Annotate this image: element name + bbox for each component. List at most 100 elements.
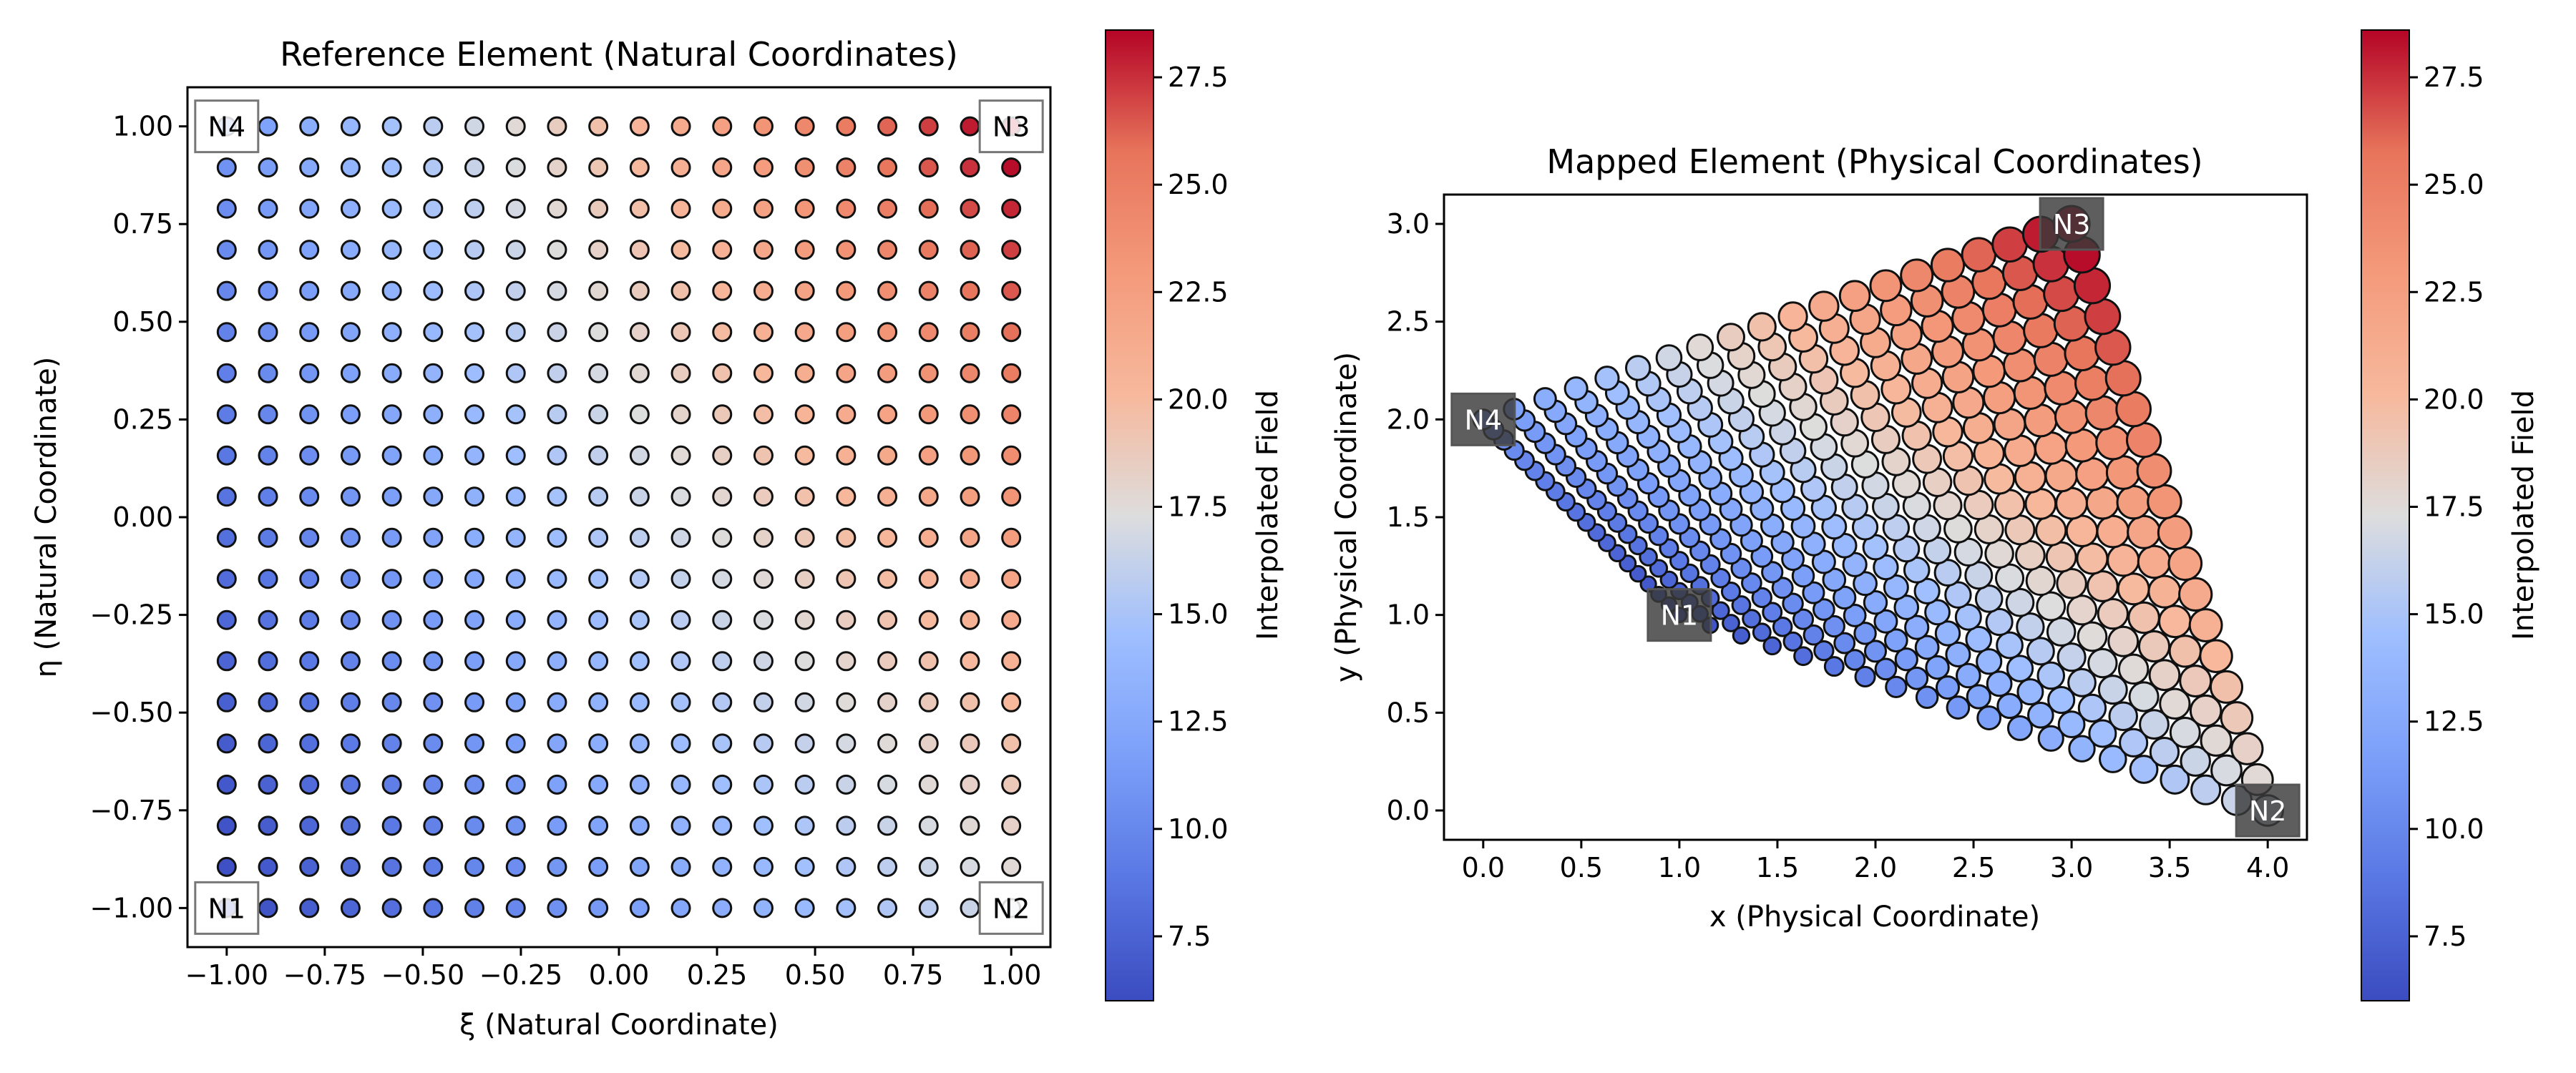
mapped-point [2088, 719, 2117, 748]
x-tick-label: 0.75 [883, 959, 944, 991]
reference-point [794, 198, 815, 219]
mapped-point [1985, 607, 2014, 637]
reference-point [423, 445, 444, 466]
reference-point [629, 157, 650, 178]
mapped-point [2015, 540, 2046, 571]
reference-point [836, 569, 857, 589]
reference-point [547, 322, 567, 343]
reference-point [464, 322, 485, 343]
reference-point [918, 240, 939, 260]
reference-point [877, 363, 898, 383]
mapped-point [2190, 774, 2222, 805]
reference-point [216, 198, 237, 219]
reference-point [340, 609, 361, 630]
reference-point [258, 280, 278, 301]
reference-point [258, 445, 278, 466]
reference-point [753, 404, 774, 425]
mapped-points [1472, 205, 2284, 827]
x-tick-label: 2.0 [1854, 852, 1897, 883]
node-label-box [2039, 197, 2104, 251]
reference-point [753, 527, 774, 548]
reference-point [836, 815, 857, 836]
reference-point [960, 898, 980, 918]
reference-point [216, 651, 237, 672]
mapped-point [1762, 602, 1783, 623]
reference-point [629, 116, 650, 137]
reference-point [918, 527, 939, 548]
mapped-point [2099, 745, 2127, 773]
reference-point [464, 774, 485, 795]
mapped-point [1624, 355, 1652, 381]
reference-point [258, 733, 278, 754]
reference-point [216, 404, 237, 425]
reference-point [1001, 280, 1022, 301]
reference-point [877, 198, 898, 219]
reference-point [794, 445, 815, 466]
reference-point [464, 527, 485, 548]
reference-point [299, 363, 320, 383]
reference-point [670, 733, 691, 754]
y-tick-label: 0.5 [1387, 697, 1430, 728]
reference-point [299, 651, 320, 672]
reference-point [588, 898, 609, 918]
reference-point [877, 815, 898, 836]
reference-point [918, 116, 939, 137]
reference-point [464, 198, 485, 219]
reference-point [960, 856, 980, 877]
mapped-point [2158, 604, 2192, 639]
reference-point [753, 240, 774, 260]
mapped-point [2035, 514, 2067, 547]
reference-point [340, 569, 361, 589]
reference-point [588, 692, 609, 712]
reference-point [836, 322, 857, 343]
node-label: N2 [2249, 795, 2287, 827]
reference-point [547, 815, 567, 836]
mapped-point [1900, 258, 1934, 293]
mapped-point [1719, 542, 1742, 565]
node-label-box [1646, 588, 1712, 642]
mapped-point [1802, 581, 1825, 604]
mapped-point [2046, 617, 2077, 647]
reference-point [505, 733, 526, 754]
reference-point [877, 856, 898, 877]
reference-point [505, 856, 526, 877]
mapped-point [2097, 597, 2129, 630]
reference-point [670, 116, 691, 137]
colorbar-ticks: 7.5 10.0 12.5 15.0 17.5 20.0 22.5 25.0 27.5 [1153, 62, 1229, 952]
x-axis-label: ξ (Natural Coordinate) [459, 1009, 779, 1042]
x-axis-ticks: −1.00 −0.75 −0.50 −0.25 0.00 0.25 0.50 0.75 1.00 [185, 947, 1041, 991]
y-axis-label: η (Natural Coordinate) [30, 357, 63, 678]
mapped-point [2087, 570, 2119, 602]
mapped-point [2084, 298, 2122, 335]
mapped-point [1732, 626, 1751, 645]
reference-point [836, 774, 857, 795]
reference-point [1001, 856, 1022, 877]
reference-point [505, 198, 526, 219]
reference-point [381, 280, 402, 301]
reference-point [588, 569, 609, 589]
reference-point [753, 445, 774, 466]
mapped-point [2036, 591, 2067, 622]
reference-point [505, 609, 526, 630]
reference-point [1001, 157, 1022, 178]
reference-point [381, 527, 402, 548]
mapped-point [1730, 557, 1752, 579]
mapped-point [1884, 628, 1908, 653]
reference-point [712, 363, 733, 383]
reference-point [340, 240, 361, 260]
reference-point [794, 116, 815, 137]
reference-point [877, 733, 898, 754]
reference-point [464, 898, 485, 918]
node-label-box [978, 99, 1044, 154]
reference-point [299, 240, 320, 260]
mapped-point [2005, 587, 2035, 617]
mapped-point [1954, 603, 1982, 631]
mapped-point [1533, 387, 1557, 411]
mapped-point [2066, 594, 2098, 626]
colorbar-tick-label: 12.5 [2424, 706, 2484, 738]
reference-point [464, 240, 485, 260]
reference-point [216, 157, 237, 178]
reference-point [381, 692, 402, 712]
reference-point [877, 404, 898, 425]
reference-point [464, 363, 485, 383]
